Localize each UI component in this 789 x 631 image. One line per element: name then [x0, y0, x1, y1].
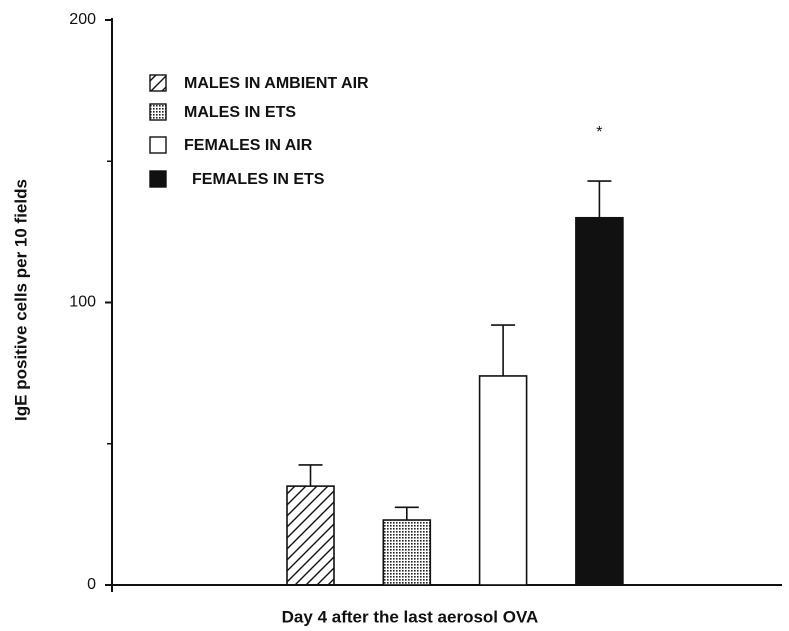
bar: [575, 216, 624, 586]
legend-swatch: [149, 103, 167, 121]
legend-swatch: [149, 74, 167, 92]
legend-label: FEMALES IN AIR: [184, 137, 313, 154]
legend-swatch: [149, 136, 167, 154]
legend-swatch: [149, 170, 167, 188]
legend-label: MALES IN ETS: [184, 104, 296, 121]
y-tick-label: 200: [69, 11, 96, 28]
y-axis-label: IgE positive cells per 10 fields: [11, 179, 30, 421]
y-tick-label: 0: [87, 576, 96, 593]
bar: [286, 485, 335, 586]
annotation: *: [596, 124, 602, 141]
y-tick-label: 100: [69, 294, 96, 311]
legend-label: MALES IN AMBIENT AIR: [184, 75, 369, 92]
bar: [478, 375, 528, 586]
bar: [382, 519, 432, 586]
x-axis-label: Day 4 after the last aerosol OVA: [282, 607, 539, 626]
legend-label: FEMALES IN ETS: [192, 171, 325, 188]
